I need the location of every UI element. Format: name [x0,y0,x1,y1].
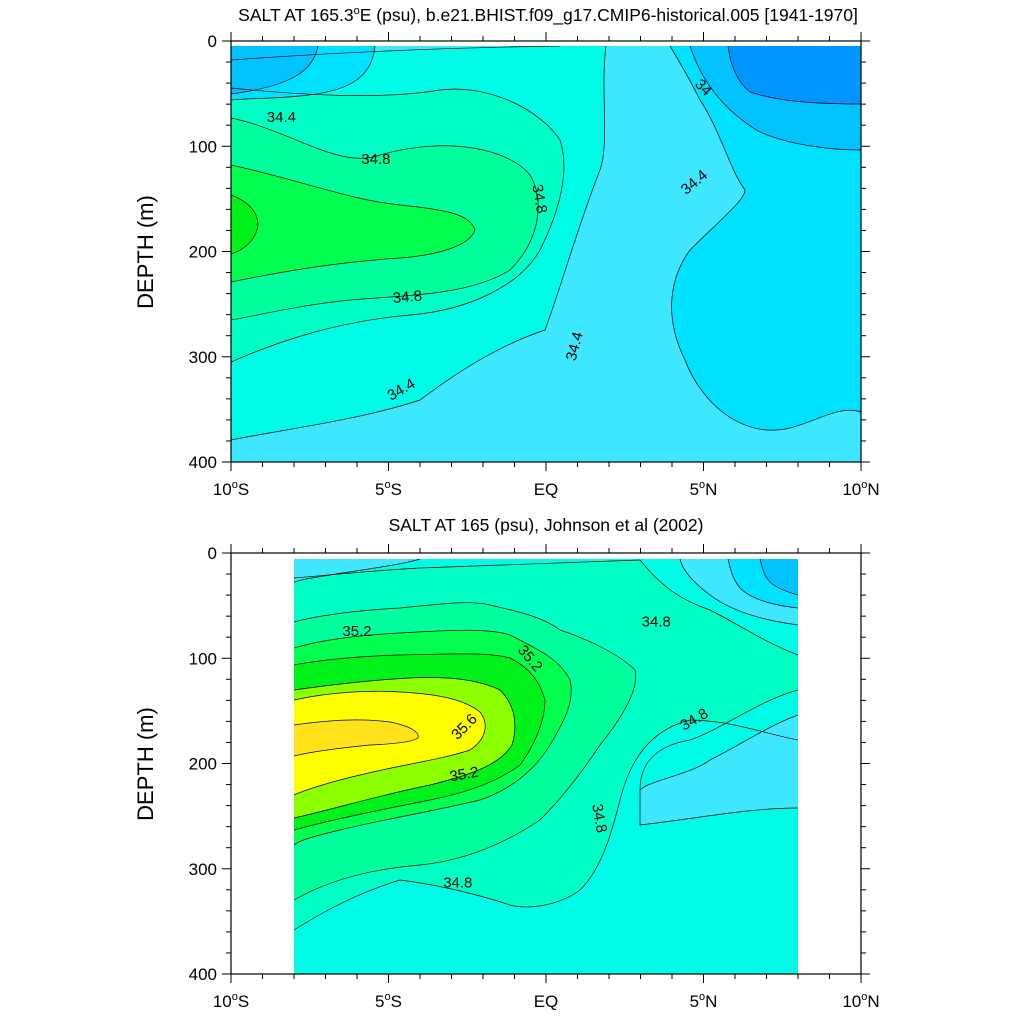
band-34-4-right [640,715,798,825]
panel-top-ticks [222,32,870,471]
contour-label-text: 34.8 [361,151,390,168]
contour-label-text: 34.8 [443,874,472,891]
isoline [294,677,516,819]
isoline [727,46,861,105]
contour-label: 34.8 [642,613,671,630]
band-34-0-left [231,46,318,94]
y-tick-label: 400 [189,453,217,472]
contour-label-text: 34.4 [563,330,587,363]
panel-bottom-ylabel: DEPTH (m) [133,707,158,821]
x-tick-label: 10oN [842,479,879,499]
band-36-0 [294,719,419,756]
panel-top-x-ticklabels: 10oS 5oS EQ 5oN 10oN [213,479,880,499]
panel-bottom: SALT AT 165 (psu), Johnson et al (2002) [133,515,880,1011]
contour-label-text: 34.8 [392,288,423,307]
contour-label: 34.8 [588,802,610,834]
panel-bottom-x-ticklabels: 10oS 5oS EQ 5oN 10oN [213,991,880,1011]
x-tick-label: 10oS [213,991,249,1011]
isoline [639,559,798,656]
panel-bottom-y-ticklabels: 0 100 200 300 400 [189,544,217,984]
y-tick-label: 400 [189,965,217,984]
x-tick-label: EQ [534,480,559,499]
isoline [231,46,607,441]
panel-top-contour-lines [231,46,861,441]
contour-label-text: 34.8 [528,183,550,215]
panel-bottom-contour-fill [294,559,798,974]
contour-label: 35.2 [448,764,480,786]
x-tick-label: 10oN [842,991,879,1011]
isoline [294,559,641,579]
band-34-0-topright [760,559,798,595]
isoline [639,714,798,791]
isoline [294,719,798,931]
x-tick-label: 5oN [690,479,718,499]
isoline [294,719,419,757]
isoline [231,87,565,363]
panel-top-y-ticklabels: 0 100 200 300 400 [189,32,217,472]
isoline [231,46,376,101]
y-tick-label: 0 [208,32,217,51]
panel-bottom-contour-lines [294,559,798,931]
x-tick-label: 5oN [690,991,718,1011]
band-33-8-right [728,46,861,104]
contour-label: 34.8 [443,874,472,891]
x-tick-label: EQ [534,992,559,1011]
isoline [639,689,798,826]
y-tick-label: 200 [189,243,217,262]
isoline [759,559,798,596]
isoline [689,46,861,151]
contour-label-text: 34.8 [588,802,610,834]
contour-label-text: 35.2 [342,623,371,640]
isoline [727,559,798,609]
isoline [679,559,798,626]
x-tick-label: 5oS [375,991,402,1011]
isoline [231,194,259,255]
contour-label: 34.8 [361,151,390,168]
panel-top: SALT AT 165.3oE (psu), b.e21.BHIST.f09_g… [133,5,880,499]
isoline [231,164,476,283]
isoline [231,46,319,95]
contour-label-text: 35.2 [448,764,480,786]
isoline [294,690,486,796]
y-tick-label: 300 [189,860,217,879]
isoline [294,653,546,831]
y-tick-label: 100 [189,649,217,668]
band-35-2 [231,165,475,282]
y-tick-label: 200 [189,755,217,774]
isoline [294,629,572,846]
isoline [294,602,637,901]
isoline [231,46,561,61]
contour-label: 35.2 [342,623,371,640]
contour-label: 34.8 [528,183,550,215]
isoline [294,559,421,583]
y-tick-label: 300 [189,348,217,367]
panel-bottom-title: SALT AT 165 (psu), Johnson et al (2002) [389,515,704,535]
panel-top-title: SALT AT 165.3oE (psu), b.e21.BHIST.f09_g… [238,5,858,26]
y-tick-label: 0 [208,544,217,563]
x-tick-label: 10oS [213,479,249,499]
panel-bottom-ticks [222,544,870,983]
panel-top-ylabel: DEPTH (m) [133,195,158,309]
y-tick-label: 100 [189,137,217,156]
contour-label-text: 34.4 [267,109,296,126]
x-tick-label: 5oS [375,479,402,499]
isoline [669,46,861,431]
isoline [231,117,539,321]
contour-label: 34.4 [563,330,587,363]
contour-label: 34.4 [267,109,296,126]
panel-top-contour-fill [231,46,861,462]
band-35-4 [231,195,258,254]
contour-label-text: 34.8 [642,613,671,630]
contour-label: 34.8 [392,288,423,307]
